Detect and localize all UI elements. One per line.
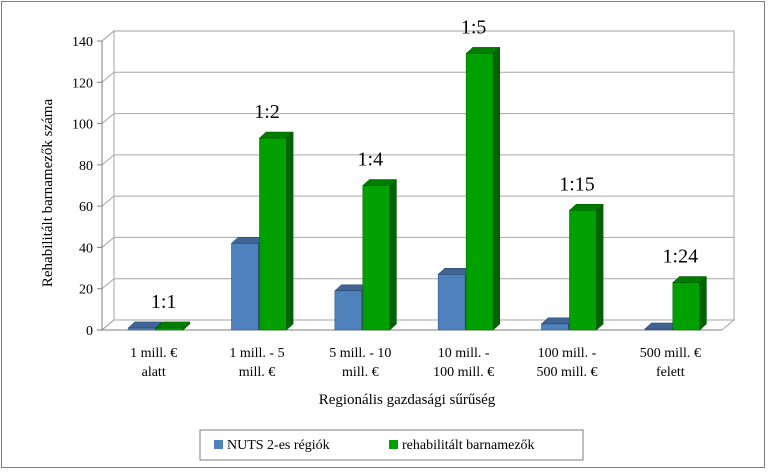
bar-side [596,203,604,331]
bar-front [541,323,569,331]
bar-top [465,47,501,54]
bar-front [465,53,494,331]
gridline [101,113,734,124]
y-tick-label: 100 [72,118,93,133]
bar-side [699,275,707,331]
gridline [101,236,734,248]
ratio-annotations: 1:1 1:2 1:4 1:5 1:15 1:24 [151,16,698,313]
bar-front [259,137,287,331]
bar-front [231,243,259,331]
bar-top [258,131,294,139]
ratio-label: 1:4 [358,149,384,171]
bar [465,46,501,331]
y-tick-label: 60 [79,200,93,215]
bar-top [568,204,604,211]
legend-label: rehabilitált barnamezők [402,438,535,453]
legend: NUTS 2-es régiók rehabilitált barnamezők [199,429,584,461]
bar [258,131,294,331]
y-axis-title: Rehabilitált barnamezők száma [40,99,56,288]
bar-front [127,327,156,331]
bar-front [362,185,391,331]
bar-top [362,179,398,186]
bar-side [492,46,501,331]
plot-walls [100,29,736,332]
bars [127,46,708,331]
back-wall [113,30,735,321]
gridline [101,278,734,290]
bar-side [389,178,397,331]
y-tick-label: 80 [79,159,93,174]
category-label: 500 mill. € felett [640,346,701,380]
ratio-label: 1:15 [559,173,595,195]
gridline [101,154,734,166]
gridline [101,30,734,42]
category-label: 1 mill. - 5 mill. € [229,346,284,380]
bar [437,267,473,331]
ratio-label: 1:1 [151,291,177,313]
ratio-label: 1:24 [663,246,699,268]
y-axis-ticks: 0 20 40 60 80 100 120 140 [72,35,722,339]
bar-top [155,321,191,329]
legend-swatch [389,440,398,449]
y-tick-label: 40 [79,241,93,256]
category-label: 5 mill. - 10 mill. € [329,346,391,380]
side-wall [101,29,115,332]
gridlines [101,30,734,331]
y-tick-label: 0 [86,324,93,339]
legend-swatch [214,440,223,449]
x-axis-categories: 1 mill. € alatt 1 mill. - 5 mill. € 5 mill. … [130,346,701,380]
category-label: 1 mill. € alatt [130,346,177,380]
bar [568,203,604,331]
ratio-label: 1:5 [461,16,487,38]
category-label: 100 mill. -500 mill. € [536,346,597,380]
bar [155,321,191,331]
bar-front [155,327,184,331]
bar-side [286,131,294,331]
gridline [101,319,734,331]
floor [100,319,736,331]
gridline [101,195,734,207]
bar-top [672,276,708,283]
ratio-label: 1:2 [254,101,280,123]
y-tick-label: 120 [72,76,93,91]
category-label: 10 mill. -100 mill. € [433,346,494,380]
x-axis-title: Regionális gazdasági sűrűség [319,392,496,408]
bar [672,275,708,331]
y-tick-label: 140 [72,35,93,50]
bar [362,178,398,331]
legend-label: NUTS 2-es régiók [227,438,330,453]
bar-front [672,282,701,331]
gridline [101,71,734,83]
bar-front [569,209,597,331]
bar-front [437,273,466,331]
bar-top [127,321,163,329]
bar-front [334,290,363,331]
y-tick-label: 20 [79,283,93,298]
